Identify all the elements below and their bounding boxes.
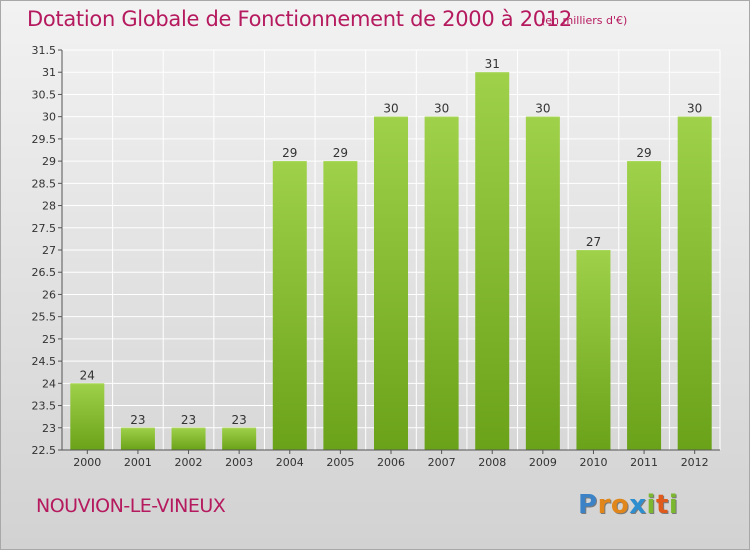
- y-tick-label: 22.5: [32, 444, 57, 457]
- x-tick-label: 2000: [73, 456, 101, 469]
- data-label: 24: [80, 368, 95, 382]
- y-tick-label: 24: [42, 377, 56, 390]
- axes: [58, 49, 720, 454]
- bar: [222, 427, 257, 450]
- data-label: 27: [586, 235, 601, 249]
- y-tick-label: 27.5: [32, 222, 57, 235]
- x-tick-label: 2001: [124, 456, 152, 469]
- data-label: 23: [130, 413, 145, 427]
- bar: [677, 116, 712, 451]
- bar: [171, 427, 206, 450]
- logo-letter: r: [597, 490, 611, 520]
- data-label: 29: [636, 146, 651, 160]
- y-tick-label: 25: [42, 333, 56, 346]
- logo-letter: i: [668, 490, 679, 520]
- y-tick-label: 29.5: [32, 133, 57, 146]
- chart-title: Dotation Globale de Fonctionnement de 20…: [27, 7, 572, 31]
- y-tick-label: 29: [42, 155, 56, 168]
- data-label: 29: [333, 146, 348, 160]
- logo-letter: o: [610, 490, 630, 520]
- x-tick-label: 2006: [377, 456, 405, 469]
- x-tick-label: 2011: [630, 456, 658, 469]
- y-tick-label: 27: [42, 244, 56, 257]
- data-labels: 24 23 23 23 29 29 30 30 31 30 27 29 30: [80, 57, 703, 427]
- y-tick-label: 28: [42, 200, 56, 213]
- x-tick-label: 2012: [681, 456, 709, 469]
- x-tick-label: 2002: [175, 456, 203, 469]
- x-tick-label: 2004: [276, 456, 304, 469]
- x-tick-label: 2010: [579, 456, 607, 469]
- data-label: 31: [485, 57, 500, 71]
- bar: [627, 161, 662, 450]
- proxiti-logo: Proxiti: [578, 490, 678, 520]
- y-tick-label: 30.5: [32, 88, 57, 101]
- y-tick-label: 31: [42, 66, 56, 79]
- y-tick-label: 24.5: [32, 355, 57, 368]
- bar: [70, 383, 105, 450]
- logo-letter: P: [578, 490, 598, 520]
- y-tick-label: 23: [42, 422, 56, 435]
- y-tick-label: 28.5: [32, 177, 57, 190]
- y-tick-label: 26.5: [32, 266, 57, 279]
- data-label: 23: [232, 413, 247, 427]
- data-label: 30: [383, 102, 398, 116]
- bar: [424, 116, 459, 451]
- bar: [120, 427, 155, 450]
- y-tick-label: 25.5: [32, 311, 57, 324]
- commune-name: NOUVION-LE-VINEUX: [36, 495, 226, 517]
- x-tick-label: 2005: [326, 456, 354, 469]
- bar: [374, 116, 408, 451]
- y-tick-label: 26: [42, 288, 56, 301]
- y-tick-label: 31.5: [32, 44, 57, 57]
- bars: [70, 72, 712, 451]
- data-label: 30: [687, 102, 702, 116]
- bar: [323, 161, 358, 450]
- x-tick-label: 2003: [225, 456, 253, 469]
- y-tick-label: 23.5: [32, 400, 57, 413]
- data-label: 30: [434, 102, 449, 116]
- x-tick-labels: 2000 2001 2002 2003 2004 2005 2006 2007 2008 2009…: [73, 456, 708, 469]
- bar: [475, 72, 510, 450]
- bar: [576, 250, 611, 450]
- bar: [272, 161, 307, 450]
- logo-letter: x: [629, 490, 647, 520]
- data-label: 29: [282, 146, 297, 160]
- logo-letter: t: [655, 490, 669, 520]
- data-label: 23: [181, 413, 196, 427]
- y-tick-labels: 22.5 23 23.5 24 24.5 25 25.5 26 26.5 27 27.5 28 28.5…: [32, 44, 57, 457]
- chart-unit: (en milliers d'€): [541, 14, 628, 27]
- x-tick-label: 2009: [529, 456, 557, 469]
- y-tick-label: 30: [42, 111, 56, 124]
- logo-letter: i: [646, 490, 656, 520]
- bar: [525, 116, 560, 451]
- x-tick-label: 2007: [428, 456, 456, 469]
- x-tick-label: 2008: [478, 456, 506, 469]
- data-label: 30: [535, 102, 550, 116]
